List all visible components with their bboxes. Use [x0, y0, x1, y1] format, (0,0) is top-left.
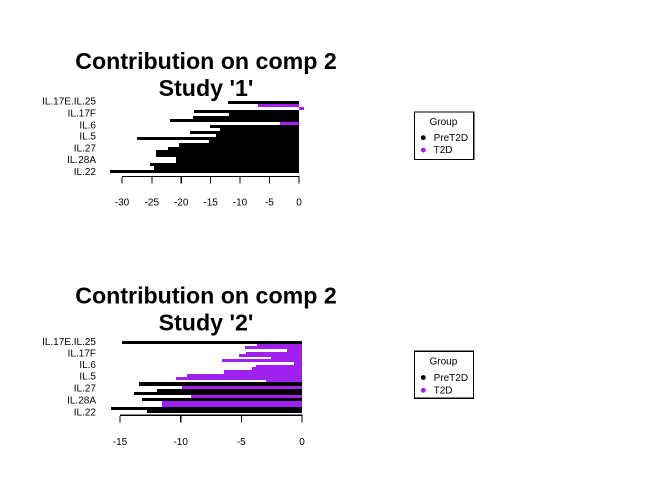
svg-text:T2D: T2D [434, 386, 453, 397]
svg-text:Contribution on comp 2: Contribution on comp 2 [75, 283, 336, 309]
svg-text:IL.17E.IL.25: IL.17E.IL.25 [42, 97, 96, 108]
svg-text:Study '1': Study '1' [159, 75, 254, 101]
svg-text:IL.22: IL.22 [74, 407, 97, 418]
svg-text:IL.28A: IL.28A [67, 395, 96, 406]
svg-text:0: 0 [299, 437, 305, 448]
svg-text:-10: -10 [173, 437, 188, 448]
svg-text:-5: -5 [265, 198, 274, 209]
svg-text:-5: -5 [237, 437, 246, 448]
svg-text:IL.27: IL.27 [74, 143, 97, 154]
svg-text:Contribution on comp 2: Contribution on comp 2 [75, 48, 336, 74]
svg-text:IL.28A: IL.28A [67, 155, 96, 166]
svg-text:-30: -30 [115, 198, 130, 209]
svg-text:IL.22: IL.22 [74, 167, 97, 178]
svg-text:IL.17F: IL.17F [68, 348, 96, 359]
svg-text:-15: -15 [203, 198, 218, 209]
svg-text:IL.17F: IL.17F [68, 108, 96, 119]
svg-text:PreT2D: PreT2D [434, 373, 468, 384]
svg-text:IL.5: IL.5 [79, 372, 96, 383]
svg-text:-15: -15 [113, 437, 128, 448]
svg-text:IL.6: IL.6 [79, 120, 96, 131]
svg-text:Group: Group [430, 356, 458, 367]
svg-text:-10: -10 [233, 198, 248, 209]
svg-text:IL.27: IL.27 [74, 384, 97, 395]
svg-text:PreT2D: PreT2D [434, 133, 468, 144]
svg-text:Study '2': Study '2' [159, 310, 254, 336]
svg-text:IL.17E.IL.25: IL.17E.IL.25 [42, 337, 96, 348]
svg-text:Group: Group [430, 117, 458, 128]
svg-text:-25: -25 [145, 198, 160, 209]
svg-text:0: 0 [296, 198, 302, 209]
svg-text:IL.5: IL.5 [79, 132, 96, 143]
svg-text:T2D: T2D [434, 145, 453, 156]
svg-text:IL.6: IL.6 [79, 360, 96, 371]
svg-text:-20: -20 [174, 198, 189, 209]
